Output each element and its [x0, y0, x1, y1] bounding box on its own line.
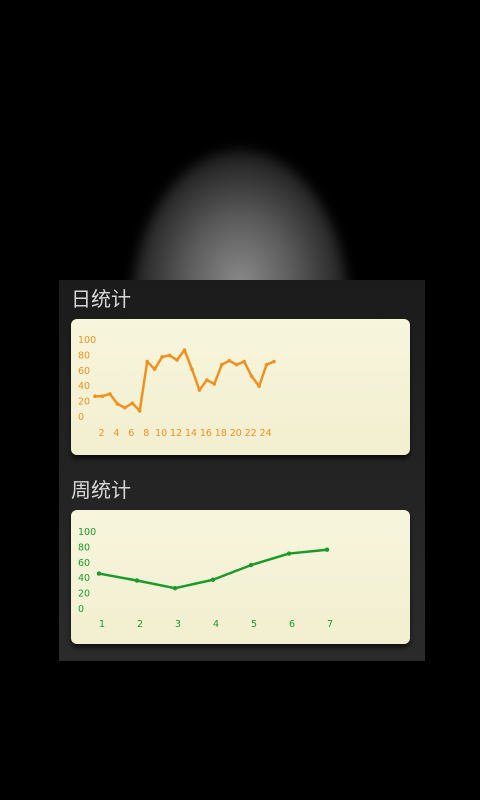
- daily-data-point: [137, 409, 142, 413]
- daily-data-point: [227, 358, 232, 363]
- weekly-data-point: [172, 586, 178, 591]
- daily-data-point: [219, 362, 224, 367]
- weekly-data-point: [248, 562, 254, 568]
- daily-data-point: [115, 402, 120, 406]
- daily-y-tick-label: 80: [78, 350, 90, 361]
- daily-data-point: [234, 362, 239, 367]
- weekly-data-point: [210, 577, 216, 582]
- weekly-x-tick-label: 3: [175, 619, 181, 630]
- daily-data-point: [257, 384, 261, 388]
- daily-data-point: [167, 353, 172, 358]
- weekly-x-tick-label: 7: [327, 619, 333, 630]
- weekly-data-point: [96, 571, 102, 576]
- daily-data-point: [93, 394, 97, 399]
- daily-x-tick-label: 20: [230, 428, 242, 439]
- daily-data-point: [205, 378, 209, 382]
- weekly-stats-title: 周统计: [71, 478, 131, 502]
- daily-stats-title: 日统计: [71, 287, 131, 311]
- daily-data-point: [108, 392, 112, 396]
- daily-data-point: [152, 367, 157, 372]
- daily-x-tick-label: 16: [200, 428, 212, 439]
- weekly-x-tick-label: 6: [289, 619, 295, 630]
- weekly-y-tick-label: 80: [78, 542, 90, 553]
- weekly-x-tick-label: 5: [251, 619, 257, 630]
- daily-data-point: [190, 367, 194, 372]
- daily-data-point: [249, 374, 254, 378]
- daily-chart-card: 100 80 60 40 20 0 2 4 6 8 10 12 14 16 18 20 22 24: [71, 319, 410, 455]
- daily-x-tick-label: 10: [155, 428, 167, 439]
- daily-x-tick-label: 6: [128, 428, 134, 439]
- weekly-x-tick-label: 4: [213, 619, 219, 630]
- daily-y-tick-label: 40: [78, 381, 90, 392]
- daily-data-point: [100, 394, 105, 399]
- daily-x-tick-label: 12: [170, 428, 182, 439]
- daily-y-tick-label: 60: [78, 366, 90, 377]
- daily-data-point: [197, 388, 202, 392]
- weekly-y-tick-label: 0: [78, 604, 84, 615]
- daily-x-tick-label: 22: [245, 428, 257, 439]
- weekly-x-tick-label: 1: [99, 619, 105, 630]
- daily-x-tick-label: 8: [143, 428, 149, 439]
- weekly-data-point: [286, 551, 292, 556]
- daily-x-tick-label: 18: [215, 428, 227, 439]
- daily-y-tick-label: 100: [78, 335, 96, 346]
- daily-data-point: [272, 359, 276, 364]
- daily-data-point: [123, 405, 127, 410]
- daily-data-point: [175, 358, 179, 362]
- weekly-line-chart: 100 80 60 40 20 0 1 2 3 4 5 6 7: [78, 527, 333, 630]
- weekly-data-point: [324, 547, 330, 552]
- weekly-y-tick-label: 20: [78, 589, 90, 600]
- daily-data-point: [212, 382, 217, 386]
- daily-series-line: [93, 348, 276, 413]
- daily-x-tick-label: 14: [185, 428, 197, 439]
- daily-x-tick-label: 2: [98, 428, 104, 439]
- daily-data-point: [264, 362, 269, 367]
- daily-data-point: [182, 348, 187, 352]
- daily-y-tick-label: 0: [78, 412, 84, 423]
- weekly-y-tick-label: 60: [78, 558, 90, 569]
- daily-data-point: [242, 359, 246, 364]
- daily-data-point: [130, 401, 135, 405]
- weekly-x-tick-label: 2: [137, 619, 143, 630]
- daily-data-point: [145, 359, 150, 364]
- weekly-data-point: [134, 578, 140, 583]
- weekly-y-tick-label: 40: [78, 573, 90, 584]
- daily-x-tick-label: 24: [260, 428, 272, 439]
- stats-panel: 日统计 100 80 60 40 20 0 2 4 6 8 10 12 14 16 18 20 22 24 周统计…: [59, 280, 425, 661]
- daily-y-tick-label: 20: [78, 397, 90, 408]
- weekly-series-line: [97, 548, 329, 590]
- daily-data-point: [160, 355, 164, 359]
- daily-x-tick-label: 4: [113, 428, 119, 439]
- weekly-y-tick-label: 100: [78, 527, 96, 538]
- weekly-chart-card: 100 80 60 40 20 0 1 2 3 4 5 6 7: [71, 510, 410, 644]
